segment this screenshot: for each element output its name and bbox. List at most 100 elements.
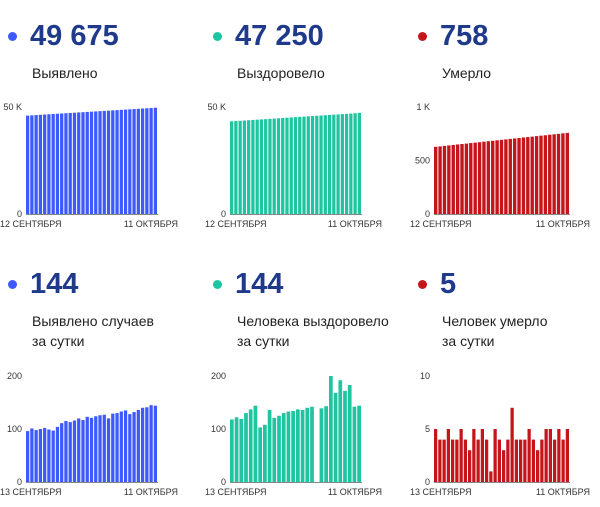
bar — [495, 140, 499, 214]
x-tick-label: 11 ОКТЯБРЯ — [124, 487, 178, 497]
bar — [557, 429, 561, 482]
bar — [55, 426, 60, 482]
bar — [281, 117, 285, 214]
chart-deaths-daily: 0 5 10 13 СЕНТЯБРЯ 11 ОКТЯБРЯ — [410, 371, 590, 497]
bar — [264, 119, 268, 214]
bar — [497, 439, 501, 482]
y-tick-label: 50 K — [207, 102, 226, 112]
daily-label-line1: Человека выздоровело — [237, 313, 389, 329]
bar — [476, 439, 480, 482]
bar — [81, 112, 85, 214]
bar — [272, 118, 276, 214]
bar — [234, 121, 238, 214]
x-tick-label: 11 ОКТЯБРЯ — [536, 487, 590, 497]
bar — [128, 109, 132, 214]
bar — [72, 112, 77, 214]
bar — [442, 145, 447, 214]
panel-recovered-total: 47 250 Выздоровело 0 50 K 12 СЕНТЯБРЯ 11 ОК… — [205, 0, 405, 253]
bar — [469, 143, 473, 214]
bar — [136, 108, 140, 214]
bar — [153, 107, 157, 214]
bar — [319, 408, 324, 482]
bar — [111, 110, 115, 214]
bar — [111, 413, 115, 482]
bar — [119, 109, 123, 214]
legend-dot-icon — [418, 32, 427, 41]
bar — [85, 416, 89, 482]
bar — [64, 113, 68, 214]
chart-identified-total: 0 50 K 12 СЕНТЯБРЯ 11 ОКТЯБРЯ — [0, 102, 178, 229]
bar — [540, 439, 544, 482]
x-tick-label: 11 ОКТЯБРЯ — [328, 219, 382, 229]
bar — [504, 139, 508, 214]
bar — [349, 113, 353, 214]
bar — [55, 113, 60, 214]
bar — [34, 430, 38, 482]
bar — [438, 146, 442, 214]
bar — [336, 114, 340, 214]
bar — [68, 422, 72, 482]
y-tick-label: 500 — [415, 156, 430, 166]
bar — [140, 407, 145, 482]
bar — [306, 116, 310, 214]
bar — [539, 135, 543, 214]
total-label: Выявлено — [32, 65, 98, 81]
bar — [239, 418, 244, 482]
bar — [30, 428, 34, 482]
bar — [352, 406, 357, 482]
bar — [347, 385, 352, 482]
bar — [343, 390, 347, 482]
panel-deaths-daily: 5 Человек умерло за сутки 0 5 10 13 СЕНТЯБР… — [410, 254, 600, 507]
panel-recovered-daily: 144 Человека выздоровело за сутки 0 100 20… — [205, 254, 405, 507]
legend-dot-icon — [8, 280, 17, 289]
bar — [60, 113, 64, 214]
bar — [510, 407, 514, 482]
x-tick-label: 11 ОКТЯБРЯ — [328, 487, 382, 497]
bar — [77, 112, 81, 214]
bar — [523, 439, 527, 482]
bar — [98, 415, 102, 482]
bar — [344, 113, 349, 214]
bar — [291, 410, 295, 482]
bar — [489, 471, 493, 482]
bar — [140, 108, 145, 214]
bar — [276, 118, 281, 214]
total-value: 758 — [440, 20, 489, 52]
chart-recovered-daily: 0 100 200 13 СЕНТЯБРЯ 11 ОКТЯБРЯ — [205, 371, 382, 497]
daily-label-line2: за сутки — [32, 333, 85, 349]
bar — [68, 112, 72, 214]
bar — [253, 405, 258, 482]
bar — [47, 114, 51, 214]
bar — [255, 119, 259, 214]
bar — [460, 144, 464, 214]
chart-identified-daily: 0 100 200 13 СЕНТЯБРЯ 11 ОКТЯБРЯ — [0, 371, 178, 497]
bar — [247, 120, 251, 214]
total-value: 49 675 — [30, 20, 119, 52]
bar — [548, 134, 552, 214]
daily-label-line2: за сутки — [237, 333, 290, 349]
bar — [149, 107, 153, 214]
bar — [556, 133, 561, 214]
bar — [561, 133, 565, 214]
bar — [259, 119, 264, 214]
y-tick-label: 0 — [221, 477, 226, 487]
bar — [38, 114, 43, 214]
bar — [493, 429, 497, 482]
bar — [499, 139, 504, 214]
bar — [263, 424, 267, 482]
x-tick-label: 11 ОКТЯБРЯ — [536, 219, 590, 229]
bar — [242, 120, 247, 214]
bar — [51, 430, 55, 482]
bar — [323, 115, 327, 214]
bar — [482, 141, 486, 214]
y-tick-label: 0 — [221, 209, 226, 219]
bar — [230, 419, 234, 482]
bar — [561, 439, 565, 482]
bar — [553, 439, 557, 482]
y-tick-label: 100 — [7, 424, 22, 434]
bar — [298, 116, 302, 214]
bar — [543, 135, 548, 214]
bar — [98, 111, 102, 214]
y-tick-label: 200 — [211, 371, 226, 381]
bar — [77, 418, 81, 482]
